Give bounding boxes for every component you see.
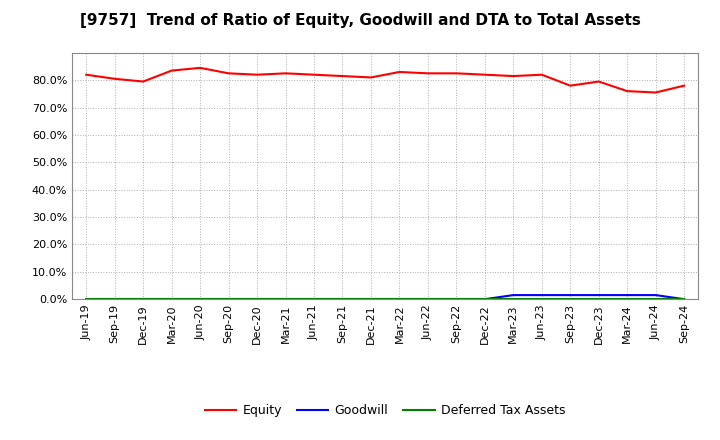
Goodwill <box>253 297 261 302</box>
Goodwill <box>196 297 204 302</box>
Goodwill <box>167 297 176 302</box>
Deferred Tax Assets <box>110 297 119 302</box>
Goodwill <box>452 297 461 302</box>
Goodwill <box>480 297 489 302</box>
Equity <box>395 70 404 75</box>
Deferred Tax Assets <box>282 297 290 302</box>
Deferred Tax Assets <box>509 297 518 302</box>
Deferred Tax Assets <box>225 297 233 302</box>
Equity <box>623 88 631 94</box>
Line: Goodwill: Goodwill <box>86 295 684 299</box>
Equity <box>139 79 148 84</box>
Deferred Tax Assets <box>566 297 575 302</box>
Equity <box>509 73 518 79</box>
Equity <box>282 71 290 76</box>
Line: Equity: Equity <box>86 68 684 92</box>
Deferred Tax Assets <box>595 297 603 302</box>
Deferred Tax Assets <box>196 297 204 302</box>
Deferred Tax Assets <box>139 297 148 302</box>
Equity <box>652 90 660 95</box>
Equity <box>167 68 176 73</box>
Goodwill <box>282 297 290 302</box>
Deferred Tax Assets <box>480 297 489 302</box>
Deferred Tax Assets <box>623 297 631 302</box>
Equity <box>452 71 461 76</box>
Deferred Tax Assets <box>537 297 546 302</box>
Goodwill <box>366 297 375 302</box>
Deferred Tax Assets <box>310 297 318 302</box>
Deferred Tax Assets <box>82 297 91 302</box>
Goodwill <box>623 293 631 298</box>
Equity <box>225 71 233 76</box>
Goodwill <box>225 297 233 302</box>
Equity <box>680 83 688 88</box>
Equity <box>566 83 575 88</box>
Goodwill <box>652 293 660 298</box>
Deferred Tax Assets <box>423 297 432 302</box>
Equity <box>82 72 91 77</box>
Equity <box>537 72 546 77</box>
Text: [9757]  Trend of Ratio of Equity, Goodwill and DTA to Total Assets: [9757] Trend of Ratio of Equity, Goodwil… <box>80 13 640 28</box>
Deferred Tax Assets <box>338 297 347 302</box>
Goodwill <box>310 297 318 302</box>
Equity <box>110 76 119 81</box>
Deferred Tax Assets <box>395 297 404 302</box>
Equity <box>480 72 489 77</box>
Equity <box>253 72 261 77</box>
Goodwill <box>395 297 404 302</box>
Goodwill <box>110 297 119 302</box>
Goodwill <box>509 293 518 298</box>
Deferred Tax Assets <box>452 297 461 302</box>
Goodwill <box>139 297 148 302</box>
Deferred Tax Assets <box>680 297 688 302</box>
Equity <box>196 65 204 70</box>
Equity <box>595 79 603 84</box>
Deferred Tax Assets <box>366 297 375 302</box>
Equity <box>338 73 347 79</box>
Goodwill <box>338 297 347 302</box>
Goodwill <box>423 297 432 302</box>
Deferred Tax Assets <box>253 297 261 302</box>
Equity <box>423 71 432 76</box>
Deferred Tax Assets <box>652 297 660 302</box>
Goodwill <box>566 293 575 298</box>
Goodwill <box>537 293 546 298</box>
Legend: Equity, Goodwill, Deferred Tax Assets: Equity, Goodwill, Deferred Tax Assets <box>200 399 570 422</box>
Goodwill <box>82 297 91 302</box>
Deferred Tax Assets <box>167 297 176 302</box>
Equity <box>310 72 318 77</box>
Equity <box>366 75 375 80</box>
Goodwill <box>595 293 603 298</box>
Goodwill <box>680 297 688 302</box>
